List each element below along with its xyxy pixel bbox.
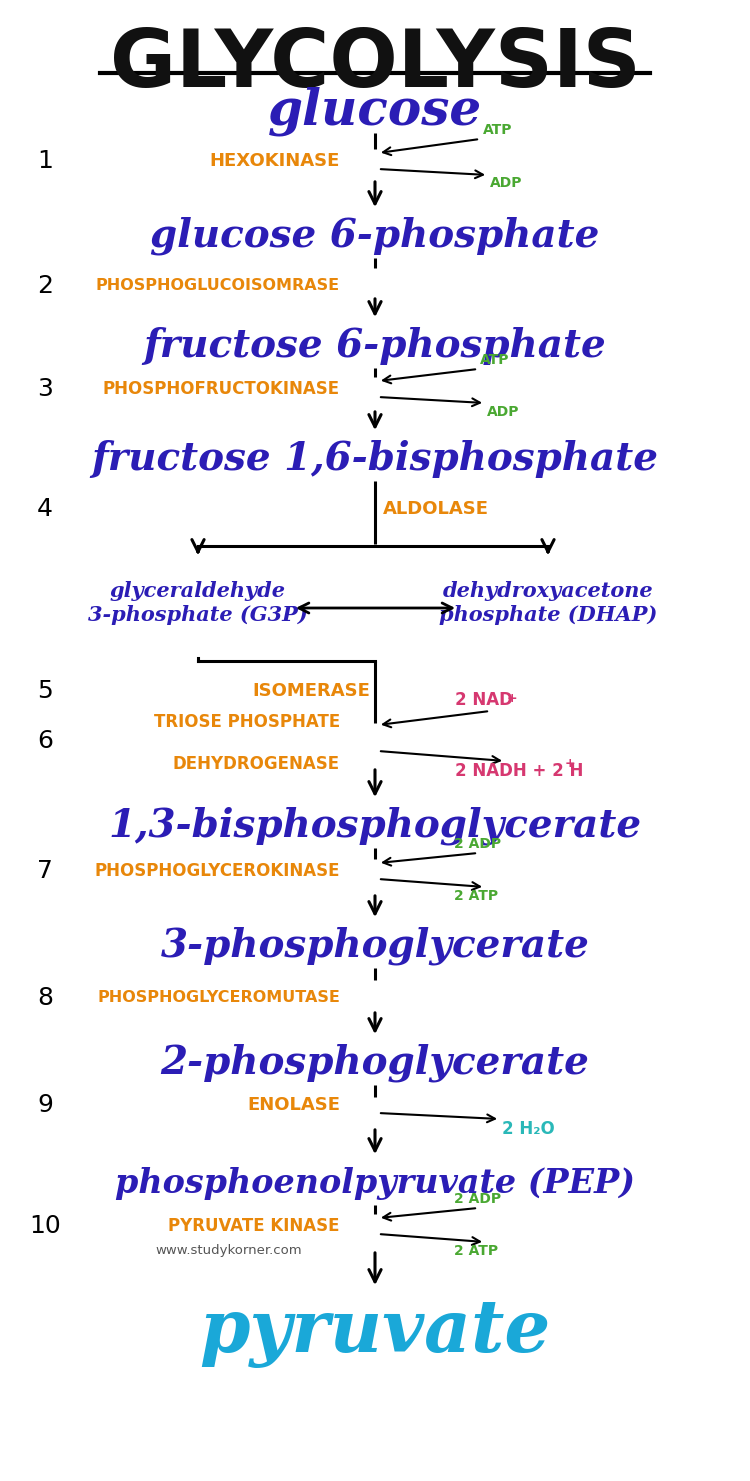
Text: PHOSPHOGLYCEROMUTASE: PHOSPHOGLYCEROMUTASE [98, 991, 340, 1006]
Text: 9: 9 [37, 1093, 53, 1117]
Text: ATP: ATP [480, 352, 509, 367]
Text: TRIOSE PHOSPHATE: TRIOSE PHOSPHATE [154, 712, 340, 732]
Text: 10: 10 [29, 1214, 61, 1238]
Text: GLYCOLYSIS: GLYCOLYSIS [110, 27, 640, 104]
Text: 1,3-bisphosphoglycerate: 1,3-bisphosphoglycerate [109, 807, 641, 846]
Text: 8: 8 [37, 986, 53, 1010]
Text: +: + [565, 757, 576, 770]
Text: 2: 2 [37, 274, 53, 298]
Text: 5: 5 [37, 678, 52, 703]
Text: 2 ADP: 2 ADP [454, 1192, 501, 1206]
Text: PHOSPHOGLUCOISOMRASE: PHOSPHOGLUCOISOMRASE [96, 278, 340, 293]
Text: 2 NADH + 2 H: 2 NADH + 2 H [455, 763, 584, 780]
Text: 2 ADP: 2 ADP [454, 837, 501, 852]
Text: 4: 4 [37, 498, 53, 521]
Text: ADP: ADP [487, 404, 520, 419]
Text: 3-phosphoglycerate: 3-phosphoglycerate [160, 927, 590, 966]
Text: DEHYDROGENASE: DEHYDROGENASE [172, 755, 340, 773]
Text: PHOSPHOGLYCEROKINASE: PHOSPHOGLYCEROKINASE [94, 862, 340, 880]
Text: HEXOKINASE: HEXOKINASE [209, 153, 340, 170]
Text: phosphoenolpyruvate (PEP): phosphoenolpyruvate (PEP) [115, 1167, 635, 1200]
Text: www.studykorner.com: www.studykorner.com [155, 1244, 302, 1257]
Text: ISOMERASE: ISOMERASE [252, 681, 370, 701]
Text: 7: 7 [37, 859, 53, 883]
Text: glucose: glucose [268, 86, 482, 136]
Text: 2 H₂O: 2 H₂O [502, 1120, 555, 1137]
Text: 2 ATP: 2 ATP [454, 889, 498, 903]
Text: +: + [507, 692, 518, 705]
Text: 3: 3 [37, 378, 53, 401]
Text: ADP: ADP [490, 176, 523, 190]
Text: glyceraldehyde
3-phosphate (G3P): glyceraldehyde 3-phosphate (G3P) [88, 581, 308, 625]
Text: PYRUVATE KINASE: PYRUVATE KINASE [169, 1217, 340, 1235]
Text: pyruvate: pyruvate [200, 1297, 550, 1368]
Text: PHOSPHOFRUCTOKINASE: PHOSPHOFRUCTOKINASE [103, 381, 340, 398]
Text: 2 NAD: 2 NAD [455, 692, 513, 709]
Text: 6: 6 [37, 729, 53, 752]
Text: dehydroxyacetone
phosphate (DHAP): dehydroxyacetone phosphate (DHAP) [439, 581, 657, 625]
Text: fructose 6-phosphate: fructose 6-phosphate [144, 327, 606, 364]
Text: 1: 1 [37, 150, 53, 173]
Text: fructose 1,6-bisphosphate: fructose 1,6-bisphosphate [92, 440, 658, 478]
Text: ENOLASE: ENOLASE [247, 1096, 340, 1114]
Text: 2-phosphoglycerate: 2-phosphoglycerate [160, 1044, 590, 1083]
Text: glucose 6-phosphate: glucose 6-phosphate [150, 216, 600, 255]
Text: ALDOLASE: ALDOLASE [383, 501, 489, 518]
Text: 2 ATP: 2 ATP [454, 1244, 498, 1257]
Text: ATP: ATP [483, 123, 512, 138]
